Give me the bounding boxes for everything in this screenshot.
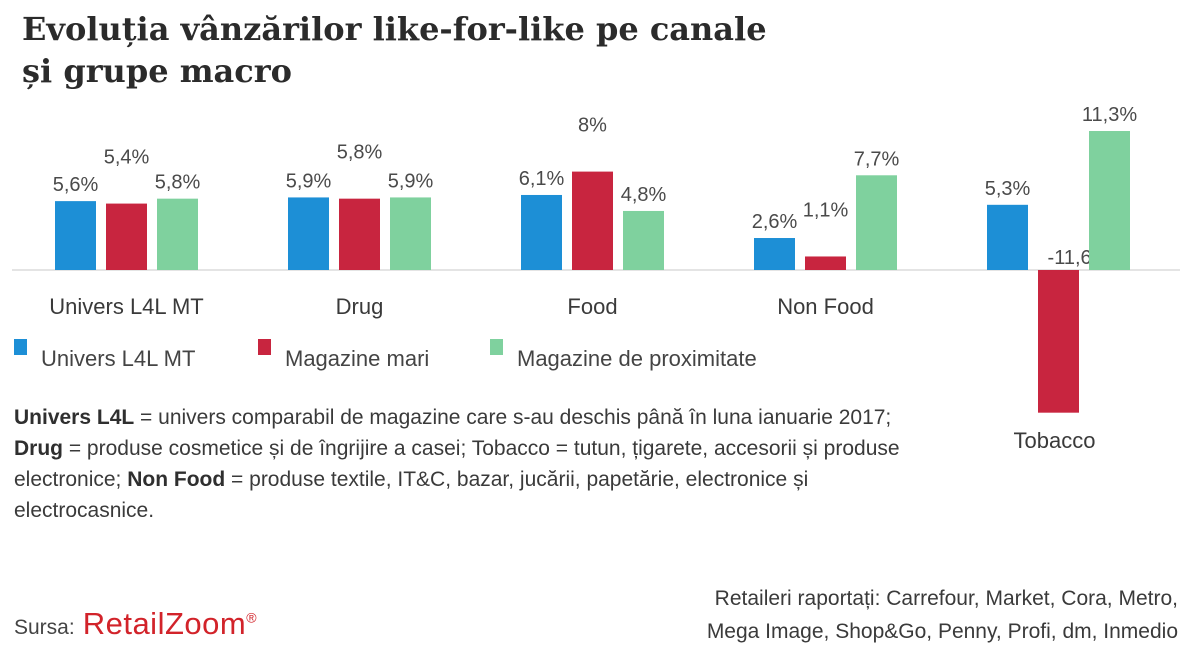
bar-label-univers-l4l-mt-magazine-de-proximitate: 5,8% (155, 172, 201, 194)
legend-label-magazine-proximitate: Magazine de proximitate (517, 346, 757, 371)
bar-non-food-magazine-de-proximitate (856, 175, 897, 270)
reporting-retailers: Retaileri raportați: Carrefour, Market, … (618, 582, 1178, 648)
footnote-def-univers: = univers comparabil de magazine care s-… (134, 406, 892, 429)
legend-swatch-univers (14, 339, 27, 355)
bar-label-non-food-magazine-mari: 1,1% (803, 199, 849, 221)
retailzoom-logo-text: RetailZoom (82, 606, 247, 641)
bar-label-drug-magazine-mari: 5,8% (337, 142, 383, 164)
bar-label-univers-l4l-mt-magazine-mari: 5,4% (104, 147, 150, 169)
bar-univers-l4l-mt-magazine-mari (106, 203, 147, 270)
bar-drug-magazine-de-proximitate (390, 197, 431, 270)
bar-label-non-food-univers-l4l-mt: 2,6% (752, 211, 798, 233)
source-credit: Sursa: RetailZoom® (14, 606, 257, 650)
bar-drug-univers-l4l-mt (288, 197, 329, 270)
category-label-tobacco: Tobacco (1014, 428, 1096, 453)
legend-item-magazine-mari: Magazine mari (258, 336, 429, 372)
bar-tobacco-magazine-mari (1038, 270, 1079, 413)
legend-swatch-magazine-proximitate (490, 339, 503, 355)
bar-label-non-food-magazine-de-proximitate: 7,7% (854, 148, 900, 170)
retailzoom-logo: RetailZoom® (83, 606, 257, 642)
legend-item-magazine-proximitate: Magazine de proximitate (490, 336, 757, 372)
legend-swatch-magazine-mari (258, 339, 271, 355)
chart-title-line-1: Evoluția vânzărilor like-for-like pe can… (22, 10, 767, 48)
reporting-retailers-line-2: Mega Image, Shop&Go, Penny, Profi, dm, I… (706, 620, 1178, 643)
registered-mark: ® (246, 609, 258, 626)
category-label-non-food: Non Food (777, 294, 874, 319)
bar-drug-magazine-mari (339, 198, 380, 270)
reporting-retailers-line-1: Retaileri raportați: Carrefour, Market, … (714, 587, 1178, 610)
footnote-term-drug: Drug (14, 437, 63, 460)
footnote-def-non-food: = produse textile, IT&C, bazar, jucării,… (14, 468, 809, 522)
bar-non-food-univers-l4l-mt (754, 238, 795, 270)
bar-non-food-magazine-mari (805, 256, 846, 270)
bar-label-univers-l4l-mt-univers-l4l-mt: 5,6% (53, 174, 99, 196)
bar-tobacco-magazine-de-proximitate (1089, 131, 1130, 270)
bar-univers-l4l-mt-univers-l4l-mt (55, 201, 96, 270)
bar-label-food-univers-l4l-mt: 6,1% (519, 168, 565, 190)
bar-label-food-magazine-mari: 8% (578, 115, 607, 137)
legend-item-univers: Univers L4L MT (14, 336, 195, 372)
bar-label-food-magazine-de-proximitate: 4,8% (621, 184, 667, 206)
legend-label-magazine-mari: Magazine mari (285, 346, 430, 371)
bar-univers-l4l-mt-magazine-de-proximitate (157, 198, 198, 270)
bar-food-univers-l4l-mt (521, 194, 562, 270)
bar-chart: 5,6%5,4%5,8%Univers L4L MT5,9%5,8%5,9%Dr… (12, 104, 1180, 453)
source-label: Sursa: (14, 616, 75, 639)
category-label-food: Food (567, 294, 617, 319)
legend-label-univers: Univers L4L MT (41, 346, 196, 371)
bar-label-tobacco-magazine-de-proximitate: 11,3% (1082, 104, 1137, 126)
bar-tobacco-univers-l4l-mt (987, 204, 1028, 270)
chart-title-line-2: și grupe macro (22, 52, 292, 90)
footnote: Univers L4L = univers comparabil de maga… (14, 402, 934, 526)
bar-label-drug-magazine-de-proximitate: 5,9% (388, 170, 434, 192)
category-label-drug: Drug (336, 294, 384, 319)
chart-legend: Univers L4L MT Magazine mari Magazine de… (14, 336, 914, 376)
category-label-univers-l4l-mt: Univers L4L MT (49, 294, 203, 319)
footnote-term-univers: Univers L4L (14, 406, 135, 429)
bar-food-magazine-de-proximitate (623, 210, 664, 270)
bar-food-magazine-mari (572, 171, 613, 270)
chart-title: Evoluția vânzărilor like-for-like pe can… (22, 8, 962, 92)
bar-label-tobacco-univers-l4l-mt: 5,3% (985, 178, 1031, 200)
footnote-def-drug: = produse cosmetice și de îngrijire a ca… (14, 437, 900, 491)
bar-label-drug-univers-l4l-mt: 5,9% (286, 170, 332, 192)
footnote-term-non-food: Non Food (127, 468, 226, 491)
